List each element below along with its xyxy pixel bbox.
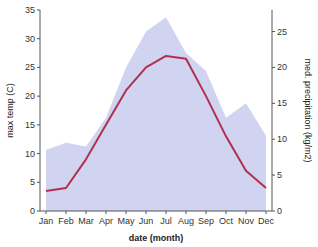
chart: 0 5 10 15 20 25 30 35 0 5 10 15 20 25 Jan Feb Mar Apr May J… bbox=[0, 0, 318, 247]
tick-label: 25 bbox=[277, 27, 287, 37]
tick bbox=[272, 211, 275, 212]
tick bbox=[106, 211, 107, 214]
tick bbox=[86, 211, 87, 214]
tick bbox=[272, 175, 275, 176]
tick-label: Apr bbox=[99, 216, 113, 226]
tick bbox=[46, 211, 47, 214]
tick-label: Feb bbox=[58, 216, 74, 226]
tick-label: 20 bbox=[277, 62, 287, 72]
tick-label: Aug bbox=[178, 216, 194, 226]
tick bbox=[126, 211, 127, 214]
tick bbox=[37, 182, 40, 183]
tick bbox=[272, 67, 275, 68]
tick-label: 15 bbox=[277, 98, 287, 108]
tick bbox=[186, 211, 187, 214]
axis-line bbox=[40, 211, 272, 212]
tick bbox=[206, 211, 207, 214]
tick bbox=[66, 211, 67, 214]
tick-label: Jul bbox=[160, 216, 172, 226]
tick-label: Nov bbox=[238, 216, 255, 226]
tick-label: Oct bbox=[219, 216, 234, 226]
tick bbox=[266, 211, 267, 214]
tick bbox=[272, 31, 275, 32]
tick-label: 20 bbox=[25, 91, 35, 101]
tick bbox=[37, 211, 40, 212]
tick bbox=[37, 10, 40, 11]
tick-label: Mar bbox=[78, 216, 94, 226]
axis-line bbox=[272, 10, 273, 211]
tick-label: 0 bbox=[277, 206, 282, 216]
tick-label: May bbox=[117, 216, 135, 226]
tick bbox=[37, 67, 40, 68]
tick-label: 35 bbox=[25, 5, 35, 15]
tick bbox=[246, 211, 247, 214]
axis-title: med. precipitation (kg/m2) bbox=[303, 58, 313, 162]
plot-area bbox=[46, 17, 266, 211]
tick bbox=[166, 211, 167, 214]
tick-label: 0 bbox=[30, 206, 35, 216]
tick-label: 25 bbox=[25, 62, 35, 72]
tick-label: 5 bbox=[277, 170, 282, 180]
tick-label: Dec bbox=[258, 216, 275, 226]
tick bbox=[37, 38, 40, 39]
axis-line bbox=[40, 10, 41, 211]
tick bbox=[226, 211, 227, 214]
tick-label: 10 bbox=[277, 134, 287, 144]
tick bbox=[37, 96, 40, 97]
tick bbox=[146, 211, 147, 214]
tick bbox=[37, 124, 40, 125]
axis-title: max temp (C) bbox=[5, 83, 15, 138]
tick bbox=[272, 103, 275, 104]
axis-title: date (month) bbox=[129, 233, 184, 243]
line bbox=[46, 56, 266, 191]
tick bbox=[37, 153, 40, 154]
tick-label: 30 bbox=[25, 34, 35, 44]
tick bbox=[272, 139, 275, 140]
tick-label: 5 bbox=[30, 177, 35, 187]
tick-label: Jun bbox=[139, 216, 154, 226]
area bbox=[46, 17, 266, 211]
tick-label: Jan bbox=[39, 216, 54, 226]
tick-label: 10 bbox=[25, 149, 35, 159]
tick-label: 15 bbox=[25, 120, 35, 130]
tick-label: Sep bbox=[198, 216, 214, 226]
